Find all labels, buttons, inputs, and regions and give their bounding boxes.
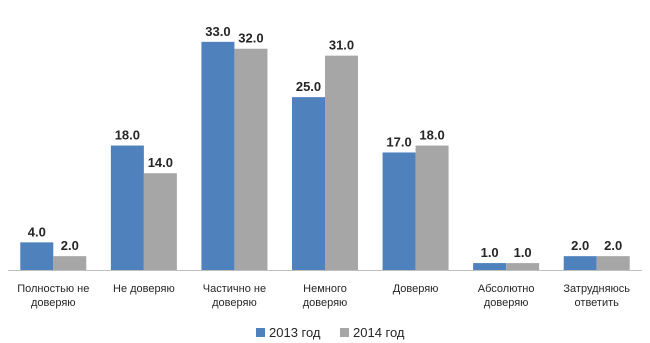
value-label-2-1: 2.0 <box>61 238 79 253</box>
legend-swatch-2 <box>340 328 349 337</box>
bar-1-7 <box>563 256 597 270</box>
category-labels-group: Полностью не доверяю Не доверяю Частично не… <box>17 283 630 309</box>
value-label-2-6: 1.0 <box>514 245 532 260</box>
legend-label-2: 2014 год <box>353 325 405 340</box>
category-label-5: Доверяю <box>393 283 439 295</box>
bar-1-6 <box>473 263 507 270</box>
bar-2-6 <box>506 263 540 270</box>
bar-2-5 <box>415 145 449 270</box>
bar-2-7 <box>596 256 630 270</box>
legend-swatch-1 <box>256 328 265 337</box>
category-label-4: Немного доверяю <box>303 283 348 309</box>
value-label-2-5: 18.0 <box>419 128 444 143</box>
category-label-6: Абсолютно доверяю <box>478 283 535 309</box>
value-label-1-1: 4.0 <box>28 224 46 239</box>
value-label-1-5: 17.0 <box>386 134 411 149</box>
category-label-3: Частично не доверяю <box>203 283 266 309</box>
category-label-2: Не доверяю <box>113 283 175 295</box>
value-label-2-4: 31.0 <box>329 38 354 53</box>
bar-1-2 <box>110 145 144 270</box>
value-label-2-3: 32.0 <box>238 31 263 46</box>
value-labels-group: 4.0 2.0 18.0 14.0 33.0 32.0 25.0 31.0 17.0 18.0 1.… <box>28 24 623 260</box>
bar-1-3 <box>201 41 235 271</box>
legend: 2013 год 2014 год <box>256 325 405 340</box>
bar-2-2 <box>143 173 177 270</box>
bar-1-1 <box>20 242 54 270</box>
value-label-1-4: 25.0 <box>296 79 321 94</box>
value-label-2-7: 2.0 <box>604 238 622 253</box>
legend-label-1: 2013 год <box>269 325 321 340</box>
bar-2-1 <box>53 256 87 270</box>
bars-group <box>20 41 630 271</box>
value-label-1-7: 2.0 <box>571 238 589 253</box>
category-label-7: Затрудняюсь ответить <box>563 283 630 309</box>
bar-1-4 <box>292 97 325 271</box>
value-label-1-3: 33.0 <box>205 24 230 39</box>
bar-1-5 <box>382 152 416 270</box>
value-label-1-2: 18.0 <box>115 128 140 143</box>
bar-2-3 <box>234 48 268 270</box>
category-label-1: Полностью не доверяю <box>17 283 89 309</box>
value-label-2-2: 14.0 <box>148 155 173 170</box>
value-label-1-6: 1.0 <box>481 245 499 260</box>
bar-2-4 <box>325 55 358 271</box>
